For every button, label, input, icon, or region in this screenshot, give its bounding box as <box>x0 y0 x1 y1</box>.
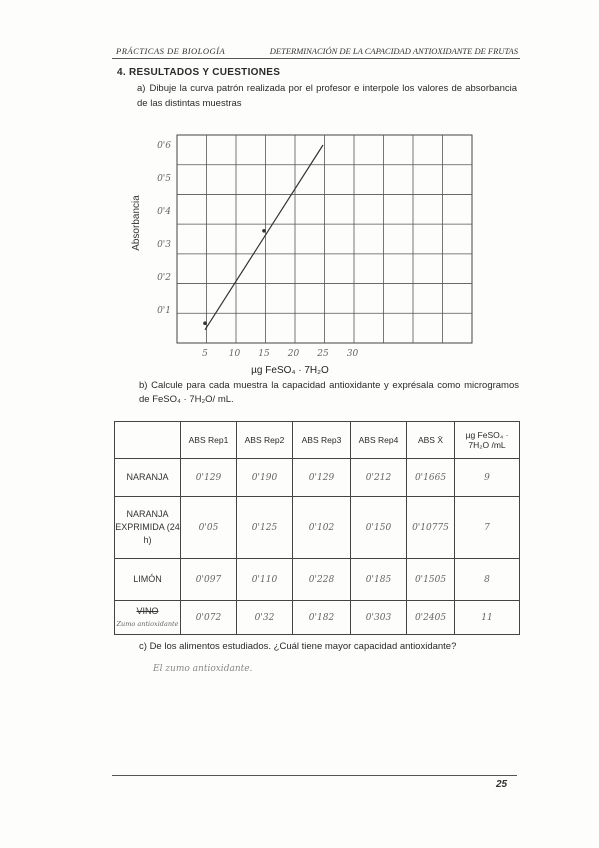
row-label-note: Zumo antioxidante <box>116 619 179 628</box>
x-tick-label: 20 <box>287 349 300 359</box>
header-cell-capacity: µg FeSO₄ · 7H₂O /mL <box>454 421 520 459</box>
cell-rep4: 0'150 <box>350 496 407 559</box>
cell-mean: 0'1665 <box>406 458 455 497</box>
row-label: LIMÓN <box>114 558 181 601</box>
header-left: PRÁCTICAS DE BIOLOGÍA <box>116 46 226 56</box>
header-cell-rep4: ABS Rep4 <box>350 421 407 459</box>
table-row-limon: LIMÓN 0'097 0'110 0'228 0'185 0'1505 8 <box>114 558 520 601</box>
cell-rep3: 0'228 <box>292 558 351 601</box>
row-label-struck: VINO <box>136 605 159 616</box>
cell-rep1: 0'072 <box>180 600 237 635</box>
cell-rep3: 0'182 <box>292 600 351 635</box>
running-header: PRÁCTICAS DE BIOLOGÍA DETERMINACIÓN DE L… <box>112 44 520 59</box>
series-line <box>204 144 324 331</box>
cell-mean: 0'1505 <box>406 558 455 601</box>
question-c-text: De los alimentos estudiados. ¿Cuál tiene… <box>149 641 457 652</box>
cell-rep1: 0'05 <box>180 496 237 559</box>
chart-series <box>203 144 324 331</box>
cell-rep1: 0'129 <box>180 458 237 497</box>
table-header-row: ABS Rep1 ABS Rep2 ABS Rep3 ABS Rep4 ABS … <box>114 421 520 459</box>
question-a: a) Dibuje la curva patrón realizada por e… <box>137 81 517 111</box>
header-cell-rep1: ABS Rep1 <box>180 421 237 459</box>
question-a-lead: a) <box>137 83 146 94</box>
results-table: ABS Rep1 ABS Rep2 ABS Rep3 ABS Rep4 ABS … <box>114 421 520 635</box>
cell-rep2: 0'32 <box>236 600 293 635</box>
header-cell-rep2: ABS Rep2 <box>236 421 293 459</box>
footer-rule <box>112 775 517 776</box>
table-row-naranja: NARANJA 0'129 0'190 0'129 0'212 0'1665 9 <box>114 458 520 497</box>
chart-svg: 0'1 0'2 0'3 0'4 0'5 0'6 5 10 15 20 25 30 Absorbanci… <box>131 134 473 376</box>
question-b: b) Calcule para cada muestra la capacida… <box>139 379 519 407</box>
x-tick-label: 5 <box>202 349 208 359</box>
question-c-lead: c) <box>139 641 147 652</box>
header-cell-mean: ABS X̄ <box>406 421 455 459</box>
question-b-text: Calcule para cada muestra la capacidad a… <box>139 380 519 405</box>
cell-capacity: 11 <box>454 600 520 635</box>
x-tick-label: 10 <box>229 349 241 359</box>
x-tick-label: 15 <box>258 349 270 359</box>
chart-grid <box>176 134 473 344</box>
y-tick-label: 0'3 <box>157 240 171 250</box>
cell-mean: 0'10775 <box>406 496 455 559</box>
cell-capacity: 8 <box>454 558 520 601</box>
cell-rep4: 0'185 <box>350 558 407 601</box>
y-tick-label: 0'6 <box>157 141 171 151</box>
header-cell-empty <box>114 421 181 459</box>
y-tick-label: 0'2 <box>157 273 171 283</box>
cell-rep1: 0'097 <box>180 558 237 601</box>
row-label-cell: VINO Zumo antioxidante <box>114 600 181 635</box>
cell-rep4: 0'303 <box>350 600 407 635</box>
table-row-vino: VINO Zumo antioxidante 0'072 0'32 0'182 … <box>114 600 520 635</box>
cell-mean: 0'2405 <box>406 600 455 635</box>
cell-rep3: 0'102 <box>292 496 351 559</box>
header-right: DETERMINACIÓN DE LA CAPACIDAD ANTIOXIDAN… <box>269 46 518 56</box>
row-label: NARANJA EXPRIMIDA (24 h) <box>114 496 181 559</box>
y-tick-label: 0'4 <box>157 207 171 217</box>
cell-rep3: 0'129 <box>292 458 351 497</box>
standard-curve-chart: 0'1 0'2 0'3 0'4 0'5 0'6 5 10 15 20 25 30 Absorbanci… <box>120 128 490 380</box>
cell-capacity: 7 <box>454 496 520 559</box>
chart-ticks: 0'1 0'2 0'3 0'4 0'5 0'6 5 10 15 20 25 30 <box>157 141 358 359</box>
x-tick-label: 30 <box>347 349 359 359</box>
row-label: NARANJA <box>114 458 181 497</box>
table-row-naranja-exprimida: NARANJA EXPRIMIDA (24 h) 0'05 0'125 0'10… <box>114 496 520 559</box>
answer-c: El zumo antioxidante. <box>153 664 253 674</box>
cell-capacity: 9 <box>454 458 520 497</box>
question-c: c) De los alimentos estudiados. ¿Cuál ti… <box>139 641 456 652</box>
header-cell-rep3: ABS Rep3 <box>292 421 351 459</box>
cell-rep2: 0'190 <box>236 458 293 497</box>
x-tick-label: 25 <box>316 349 329 359</box>
y-tick-label: 0'1 <box>157 306 171 316</box>
data-point <box>262 229 266 233</box>
y-tick-label: 0'5 <box>157 174 171 184</box>
cell-rep2: 0'125 <box>236 496 293 559</box>
question-b-lead: b) <box>139 380 148 391</box>
cell-rep2: 0'110 <box>236 558 293 601</box>
section-title: 4. RESULTADOS Y CUESTIONES <box>117 67 281 78</box>
x-axis-label: µg FeSO₄ · 7H₂O <box>251 365 329 376</box>
y-axis-label: Absorbancia <box>131 195 142 251</box>
data-point <box>203 321 207 325</box>
page-number: 25 <box>496 779 508 790</box>
question-a-text: Dibuje la curva patrón realizada por el … <box>137 83 517 109</box>
cell-rep4: 0'212 <box>350 458 407 497</box>
